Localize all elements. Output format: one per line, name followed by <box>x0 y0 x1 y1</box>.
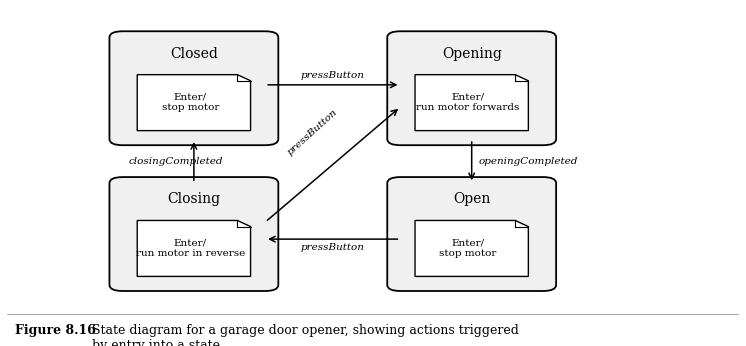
Polygon shape <box>137 220 251 276</box>
Text: Enter/
run motor in reverse: Enter/ run motor in reverse <box>136 239 245 258</box>
Text: Enter/
stop motor: Enter/ stop motor <box>439 239 497 258</box>
Text: pressButton: pressButton <box>301 243 365 252</box>
Text: pressButton: pressButton <box>285 107 339 157</box>
Text: closingCompleted: closingCompleted <box>128 157 222 166</box>
Text: Opening: Opening <box>442 47 501 61</box>
Polygon shape <box>415 75 528 130</box>
FancyBboxPatch shape <box>110 31 278 145</box>
FancyBboxPatch shape <box>387 31 556 145</box>
FancyBboxPatch shape <box>110 177 278 291</box>
Text: Open: Open <box>453 192 490 207</box>
Text: State diagram for a garage door opener, showing actions triggered
by entry into : State diagram for a garage door opener, … <box>92 324 518 346</box>
Text: Enter/
run motor forwards: Enter/ run motor forwards <box>416 93 520 112</box>
Text: openingCompleted: openingCompleted <box>479 157 578 166</box>
Text: pressButton: pressButton <box>301 71 365 80</box>
Text: Closing: Closing <box>167 192 221 207</box>
FancyBboxPatch shape <box>387 177 556 291</box>
Text: Figure 8.16: Figure 8.16 <box>15 324 95 337</box>
Text: Enter/
stop motor: Enter/ stop motor <box>162 93 219 112</box>
Polygon shape <box>137 75 251 130</box>
Text: Closed: Closed <box>170 47 218 61</box>
Polygon shape <box>415 220 528 276</box>
